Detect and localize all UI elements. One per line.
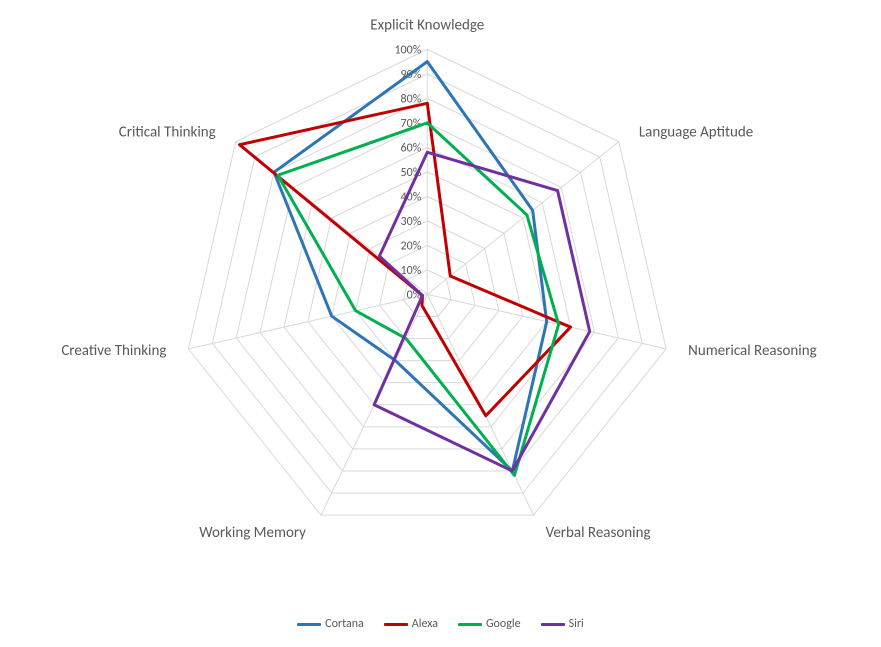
grid-spoke: [427, 142, 619, 295]
radial-tick-label: 60%: [401, 141, 422, 155]
radial-tick-label: 10%: [401, 264, 422, 278]
category-label: Critical Thinking: [119, 124, 216, 142]
category-label: Creative Thinking: [61, 342, 166, 360]
legend-label: Alexa: [412, 617, 438, 631]
legend-swatch: [458, 623, 482, 626]
category-label: Verbal Reasoning: [546, 524, 651, 542]
radar-chart: 0%10%20%30%40%50%60%70%80%90%100%Explici…: [0, 0, 881, 647]
legend-label: Cortana: [325, 617, 364, 631]
category-label: Working Memory: [199, 524, 306, 542]
legend-label: Siri: [569, 617, 584, 631]
radial-tick-label: 20%: [401, 239, 422, 253]
radar-svg: 0%10%20%30%40%50%60%70%80%90%100%Explici…: [0, 0, 881, 647]
series-line: [374, 152, 590, 471]
legend-item: Alexa: [384, 617, 438, 631]
legend-swatch: [297, 623, 321, 626]
legend-swatch: [384, 623, 408, 626]
legend-swatch: [541, 623, 565, 626]
category-label: Numerical Reasoning: [688, 342, 817, 360]
radial-tick-label: 30%: [401, 215, 422, 229]
legend-item: Cortana: [297, 617, 364, 631]
radial-tick-label: 100%: [394, 43, 421, 57]
legend-label: Google: [486, 617, 521, 631]
legend-item: Google: [458, 617, 521, 631]
legend: Cortana Alexa Google Siri: [0, 616, 881, 632]
category-label: Explicit Knowledge: [370, 16, 484, 34]
category-label: Language Aptitude: [639, 124, 753, 142]
legend-item: Siri: [541, 617, 584, 631]
grid-spoke: [188, 294, 427, 349]
